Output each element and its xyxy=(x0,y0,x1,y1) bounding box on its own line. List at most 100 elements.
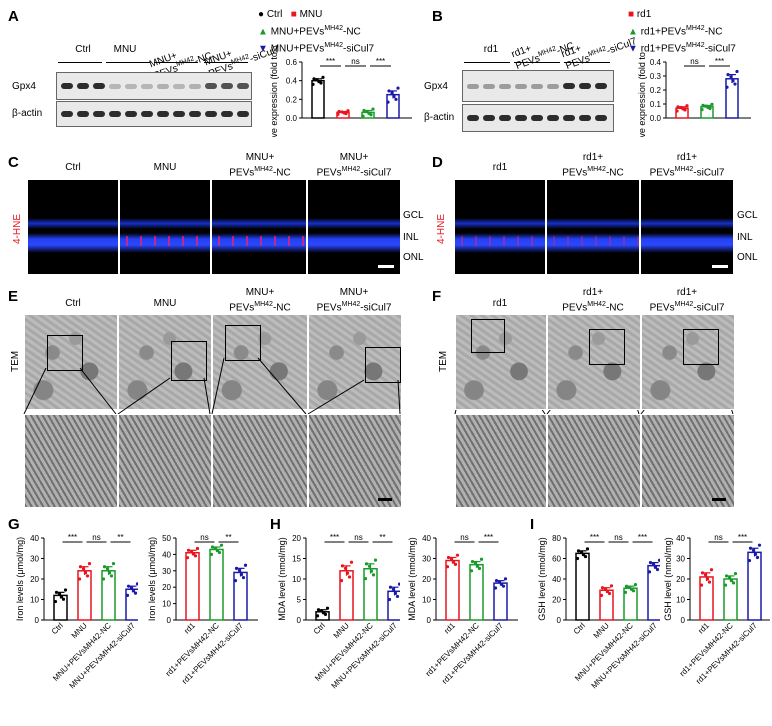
y-axis-label: GSH level (nmol/mg) xyxy=(537,537,547,621)
y-axis-label: Relative expression (fold to β-actin) xyxy=(637,52,647,137)
col-label-ctrl: Ctrl xyxy=(65,162,81,173)
lane-label-mnu: MNU xyxy=(113,44,137,55)
tem-image-mnu xyxy=(118,314,212,410)
x-tick-label: MNU xyxy=(592,621,611,640)
data-point xyxy=(345,571,350,575)
significance-label: *** xyxy=(715,57,724,66)
col-label-rd1-nc: rd1+ PEVsMH42-NC xyxy=(562,152,624,179)
data-point xyxy=(54,590,59,594)
row-label-actin: β-actin xyxy=(12,108,43,119)
data-point xyxy=(342,111,346,115)
western-blot-gpx4 xyxy=(462,70,614,102)
panel-label-b: B xyxy=(432,8,443,25)
data-point xyxy=(700,571,705,575)
data-point xyxy=(603,587,608,591)
data-point xyxy=(747,558,752,563)
western-blot-gpx4 xyxy=(56,72,252,100)
significance-label: ns xyxy=(690,57,698,66)
y-tick-label: 0.2 xyxy=(650,86,662,95)
data-point xyxy=(726,73,730,77)
tem-zoom-sicul7 xyxy=(308,414,402,508)
y-tick-label: 0 xyxy=(427,616,432,625)
data-point xyxy=(349,560,354,564)
data-point xyxy=(111,562,116,566)
data-point xyxy=(477,566,482,571)
y-tick-label: 10 xyxy=(292,575,301,584)
y-tick-label: 40 xyxy=(422,534,431,543)
data-point xyxy=(397,582,400,586)
y-tick-label: 30 xyxy=(676,555,685,564)
scale-bar xyxy=(378,498,392,501)
data-point xyxy=(727,575,732,580)
data-point xyxy=(733,82,737,86)
data-point xyxy=(647,570,652,574)
data-point xyxy=(209,552,214,556)
data-point xyxy=(723,583,728,587)
data-point xyxy=(319,609,324,613)
layer-label-inl: INL xyxy=(403,232,419,243)
scale-bar xyxy=(712,265,728,268)
significance-label: *** xyxy=(738,533,747,542)
data-point xyxy=(599,593,604,597)
col-label-sicul7: MNU+ PEVsMH42-siCul7 xyxy=(316,287,392,314)
fluorescence-image-nc xyxy=(212,180,306,274)
y-tick-label: 10 xyxy=(422,596,431,605)
row-label-gpx4: Gpx4 xyxy=(424,81,448,92)
data-point xyxy=(681,107,685,111)
data-point xyxy=(396,86,400,90)
y-tick-label: 0.2 xyxy=(286,95,298,104)
data-point xyxy=(57,592,62,596)
data-point xyxy=(581,553,586,557)
y-tick-label: 10 xyxy=(676,596,685,605)
y-tick-label: 0.4 xyxy=(650,58,662,67)
data-point xyxy=(81,567,86,571)
data-point xyxy=(361,114,365,118)
x-tick-label: rd1 xyxy=(696,621,711,636)
bar xyxy=(339,570,354,621)
panel-label-e: E xyxy=(8,288,19,305)
data-point xyxy=(311,82,315,86)
tem-image-rd1 xyxy=(455,314,547,410)
data-point xyxy=(189,549,194,554)
panel-label-a: A xyxy=(8,8,19,25)
data-point xyxy=(729,578,734,583)
data-point xyxy=(387,89,391,93)
bar xyxy=(575,552,590,621)
data-point xyxy=(575,556,580,561)
significance-label: ** xyxy=(379,533,385,542)
data-point xyxy=(576,549,581,553)
data-point xyxy=(469,569,474,573)
tem-image-rd1-sicul7 xyxy=(641,314,735,410)
data-point xyxy=(135,582,138,586)
y-tick-label: 40 xyxy=(552,575,561,584)
col-label-rd1-sicul7: rd1+ PEVsMH42-siCul7 xyxy=(649,152,725,179)
bar xyxy=(209,548,224,621)
panel-label-g: G xyxy=(8,516,20,533)
data-point xyxy=(499,582,504,586)
lane-bracket xyxy=(58,62,102,63)
significance-label: ** xyxy=(225,533,231,542)
western-blot-actin xyxy=(56,101,252,127)
data-point xyxy=(627,585,632,589)
y-tick-label: 0.1 xyxy=(650,100,662,109)
data-point xyxy=(470,559,475,564)
data-point xyxy=(445,565,450,569)
significance-label: ns xyxy=(354,533,362,542)
data-point xyxy=(321,75,325,79)
significance-label: ns xyxy=(614,533,622,542)
col-label-nc: MNU+ PEVsMH42-NC xyxy=(229,152,291,179)
data-point xyxy=(395,594,400,599)
data-point xyxy=(78,565,83,569)
tem-zoom-ctrl xyxy=(24,414,118,508)
data-point xyxy=(392,94,396,99)
legend-b: ■ rd1 ▲ rd1+PEVsMH42-NC ▼ rd1+PEVsMH42-s… xyxy=(628,9,736,55)
x-tick-label: MNU xyxy=(332,621,351,640)
data-point xyxy=(451,560,456,564)
data-point xyxy=(706,105,710,110)
tem-zoom-rd1-sicul7 xyxy=(641,414,735,508)
y-tick-label: 80 xyxy=(552,534,561,543)
tem-image-ctrl xyxy=(24,314,118,410)
col-label-rd1-nc: rd1+ PEVsMH42-NC xyxy=(562,287,624,314)
